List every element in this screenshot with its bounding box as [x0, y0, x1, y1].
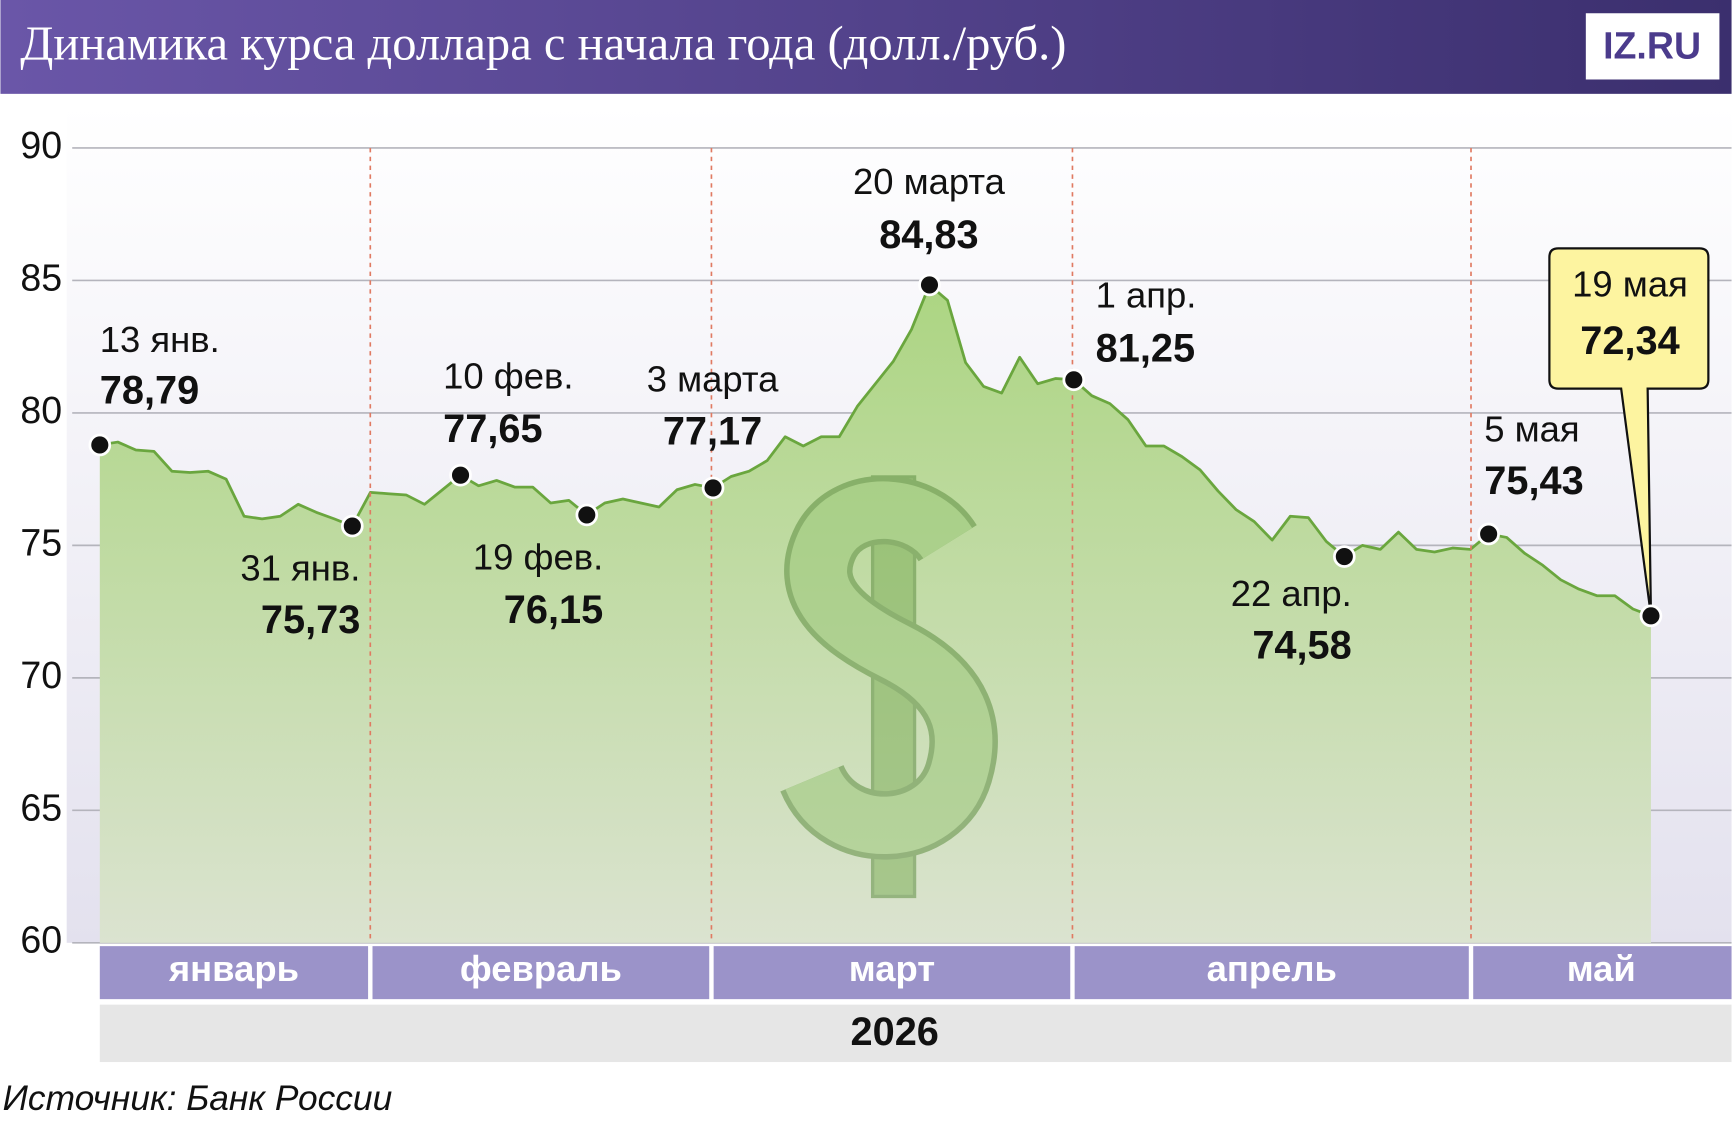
y-tick-label: 60 [20, 919, 62, 961]
month-label: март [849, 948, 935, 989]
point [341, 514, 364, 538]
value-label: 78,79 [100, 369, 199, 413]
value-label: 81,25 [1096, 327, 1195, 371]
header-bar [0, 0, 1732, 94]
point [1333, 545, 1356, 568]
month-band [713, 946, 1071, 1000]
date-label: 31 янв. [240, 547, 360, 588]
point [701, 476, 725, 500]
logo: IZ.RU [1603, 24, 1701, 66]
month-band [99, 946, 369, 1000]
line [99, 283, 1652, 618]
y-tick-label: 80 [20, 389, 62, 431]
year-band [99, 1004, 1732, 1063]
month-label: май [1567, 948, 1636, 989]
value-label: 75,73 [261, 598, 360, 642]
month-band [372, 946, 710, 1000]
annotations: 13 янв. 78,79 31 янв. 75,73 10 фев. 77,65 19 ф… [88, 161, 1710, 668]
date-label: 22 апр. [1231, 573, 1352, 614]
year-label: 2026 [851, 1010, 939, 1054]
date-label: 10 фев. [443, 355, 573, 396]
value-label: 72,34 [1580, 319, 1679, 363]
source: Источник: Банк России [3, 1079, 393, 1118]
logo-box [1585, 13, 1720, 80]
month-band [1473, 946, 1732, 1000]
y-tick-label: 85 [20, 256, 62, 298]
value-label: 75,43 [1484, 459, 1583, 503]
value-label: 74,58 [1252, 624, 1351, 668]
month-label: апрель [1207, 948, 1337, 989]
point [918, 273, 941, 297]
value-label: 76,15 [504, 588, 603, 632]
y-tick-label: 65 [20, 786, 62, 828]
chart-title: Динамика курса доллара с начала года (до… [20, 17, 1066, 71]
y-tick-label: 90 [20, 124, 62, 166]
month-label: январь [168, 948, 299, 989]
date-label: 1 апр. [1096, 275, 1197, 316]
point [1477, 522, 1500, 546]
point [449, 463, 472, 487]
date-label: 3 марта [647, 359, 779, 400]
point [575, 503, 599, 527]
month-band [1074, 946, 1469, 1000]
y-tick-label: 70 [20, 654, 62, 696]
month-label: февраль [460, 948, 622, 989]
date-label: 13 янв. [100, 319, 220, 360]
y-tick-label: 75 [20, 521, 62, 563]
point [1062, 368, 1086, 392]
value-label: 84,83 [879, 213, 978, 257]
date-label: 5 мая [1484, 408, 1579, 449]
callout [1548, 247, 1710, 617]
date-label: 20 марта [853, 161, 1006, 202]
value-label: 77,17 [663, 409, 762, 453]
date-label: 19 мая [1572, 264, 1688, 305]
month-bands: январь февраль март апрель май [99, 946, 1732, 1000]
value-label: 77,65 [443, 407, 542, 451]
point [88, 433, 112, 457]
date-label: 19 фев. [473, 536, 603, 577]
point [1639, 604, 1663, 628]
dollar-icon [780, 475, 998, 899]
